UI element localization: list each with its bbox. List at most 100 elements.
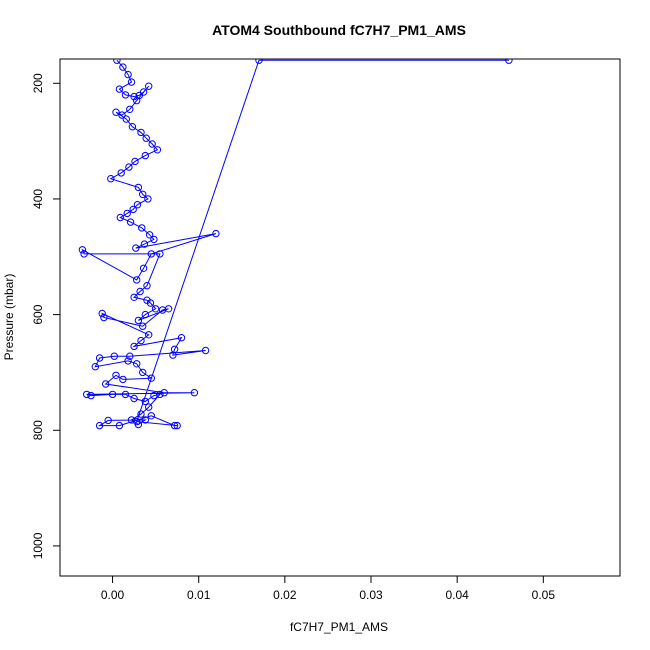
- data-point: [127, 78, 136, 86]
- data-point: [116, 213, 125, 222]
- y-tick-label: 800: [31, 420, 45, 440]
- data-point: [158, 306, 167, 314]
- data-point: [147, 412, 156, 420]
- data-point: [177, 334, 186, 342]
- data-point: [121, 390, 130, 399]
- data-point: [151, 305, 160, 313]
- axes-layer: 0.00 0.01 0.02 0.03 0.04 0.05 200 400 600 800 1000: [31, 73, 555, 602]
- data-point: [119, 63, 127, 71]
- data-point: [107, 175, 115, 183]
- data-point: [133, 360, 141, 368]
- data-point: [141, 151, 150, 160]
- x-tick-label: 0.03: [359, 588, 383, 602]
- data-point: [255, 59, 263, 64]
- data-point: [212, 229, 220, 238]
- data-point: [113, 59, 121, 64]
- data-point: [143, 282, 151, 290]
- data-point: [128, 123, 137, 131]
- data-point: [118, 111, 126, 119]
- x-tick-label: 0.02: [273, 588, 297, 602]
- data-point: [87, 391, 95, 400]
- data-point: [505, 59, 513, 64]
- data-point: [139, 322, 147, 330]
- data-point: [145, 82, 153, 90]
- data-point: [104, 416, 112, 425]
- x-tick-label: 0.05: [532, 588, 556, 602]
- data-point: [124, 70, 132, 79]
- data-point: [110, 352, 119, 360]
- plot-frame: [59, 58, 621, 577]
- data-point: [131, 157, 139, 166]
- data-point: [132, 244, 140, 252]
- data-point: [115, 421, 124, 430]
- data-point: [130, 394, 138, 403]
- data-point: [137, 128, 145, 137]
- data-point: [129, 205, 137, 214]
- data-point: [124, 357, 132, 365]
- data-point: [126, 218, 135, 226]
- y-axis-label: Pressure (mbar): [2, 274, 16, 361]
- data-point: [160, 389, 168, 397]
- chart-title: ATOM4 Southbound fC7H7_PM1_AMS: [212, 22, 466, 38]
- data-point: [122, 115, 131, 123]
- data-point: [95, 354, 104, 362]
- data-point: [133, 417, 141, 426]
- data-point: [126, 352, 134, 360]
- y-tick-label: 400: [31, 189, 45, 209]
- x-tick-label: 0.01: [187, 588, 211, 602]
- data-point: [130, 293, 138, 301]
- data-point: [108, 390, 117, 399]
- data-point: [134, 183, 143, 192]
- data-point: [115, 85, 124, 93]
- data-point: [201, 346, 210, 355]
- data-point: [170, 421, 179, 430]
- data-point: [137, 336, 145, 345]
- data-point: [125, 163, 133, 171]
- data-point: [133, 201, 142, 209]
- data-point: [147, 250, 156, 258]
- data-point: [145, 231, 154, 239]
- data-point: [83, 390, 91, 399]
- data-point: [148, 140, 156, 148]
- data-point: [133, 276, 141, 284]
- data-point: [156, 390, 164, 399]
- data-point: [98, 309, 106, 318]
- data-point: [78, 246, 87, 254]
- data-point: [146, 299, 155, 307]
- data-point: [136, 287, 144, 296]
- data-point: [139, 190, 147, 199]
- y-tick-label: 600: [31, 304, 45, 324]
- data-point: [190, 389, 199, 397]
- data-point: [142, 134, 150, 142]
- data-point: [139, 264, 148, 272]
- data-point: [139, 88, 148, 96]
- data-point: [137, 410, 145, 418]
- data-point: [91, 363, 100, 371]
- data-point: [134, 316, 143, 325]
- data-point: [139, 368, 147, 377]
- data-point: [127, 416, 136, 424]
- data-point: [112, 108, 120, 116]
- data-point: [112, 371, 120, 379]
- x-tick-label: 0.04: [445, 588, 469, 602]
- data-point: [133, 96, 141, 105]
- data-point: [156, 250, 164, 258]
- data-point: [145, 403, 153, 411]
- data-point: [141, 397, 150, 406]
- data-layer: [78, 59, 513, 430]
- data-point: [138, 224, 146, 232]
- data-point: [141, 310, 150, 319]
- data-point: [169, 351, 177, 359]
- data-point: [80, 250, 88, 258]
- data-point: [126, 105, 134, 114]
- x-axis-label: fC7H7_PM1_AMS: [290, 620, 388, 634]
- data-point: [95, 421, 104, 430]
- data-point: [102, 380, 110, 388]
- data-point: [147, 374, 156, 382]
- data-point: [130, 92, 138, 101]
- data-point: [144, 195, 152, 203]
- data-point: [130, 342, 138, 351]
- data-point: [117, 169, 125, 177]
